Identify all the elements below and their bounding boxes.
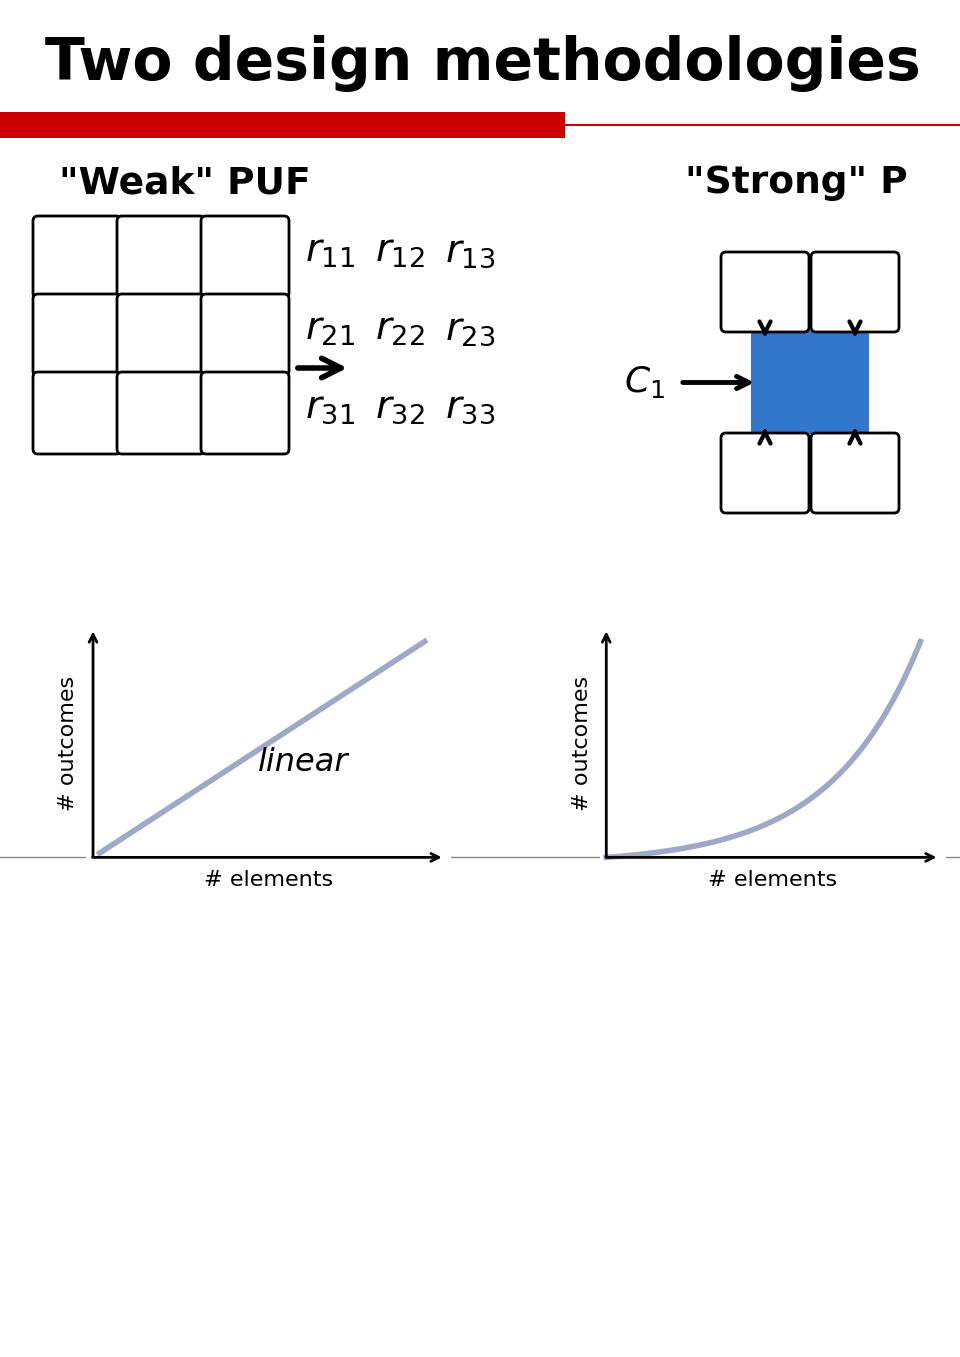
- FancyBboxPatch shape: [33, 294, 121, 376]
- FancyBboxPatch shape: [721, 433, 809, 513]
- FancyBboxPatch shape: [117, 216, 205, 299]
- FancyBboxPatch shape: [117, 372, 205, 455]
- FancyBboxPatch shape: [201, 294, 289, 376]
- X-axis label: # elements: # elements: [708, 870, 837, 890]
- FancyBboxPatch shape: [33, 372, 121, 455]
- Text: "Weak" PUF: "Weak" PUF: [60, 166, 311, 201]
- FancyBboxPatch shape: [721, 252, 809, 332]
- Text: linear: linear: [258, 748, 348, 779]
- Text: $r_{32}$: $r_{32}$: [375, 388, 425, 426]
- FancyBboxPatch shape: [201, 372, 289, 455]
- X-axis label: # elements: # elements: [204, 870, 333, 890]
- Text: $r_{33}$: $r_{33}$: [444, 388, 495, 426]
- FancyBboxPatch shape: [117, 294, 205, 376]
- FancyBboxPatch shape: [201, 216, 289, 299]
- Text: $r_{31}$: $r_{31}$: [305, 388, 355, 426]
- Text: $r_{23}$: $r_{23}$: [444, 309, 495, 347]
- Text: $r_{22}$: $r_{22}$: [375, 309, 425, 347]
- Text: $r_{12}$: $r_{12}$: [375, 232, 425, 270]
- Text: "Strong" P: "Strong" P: [685, 166, 907, 201]
- Text: $r_{21}$: $r_{21}$: [305, 309, 355, 347]
- FancyBboxPatch shape: [33, 216, 121, 299]
- Text: $r_{13}$: $r_{13}$: [444, 232, 495, 270]
- Y-axis label: # outcomes: # outcomes: [58, 676, 78, 810]
- Text: Two design methodologies: Two design methodologies: [45, 35, 921, 92]
- Text: $C_1$: $C_1$: [624, 365, 665, 400]
- FancyBboxPatch shape: [811, 252, 899, 332]
- Bar: [0, 113, 565, 138]
- FancyBboxPatch shape: [751, 331, 869, 434]
- Y-axis label: # outcomes: # outcomes: [571, 676, 591, 810]
- Text: $r_{11}$: $r_{11}$: [305, 232, 355, 270]
- FancyBboxPatch shape: [811, 433, 899, 513]
